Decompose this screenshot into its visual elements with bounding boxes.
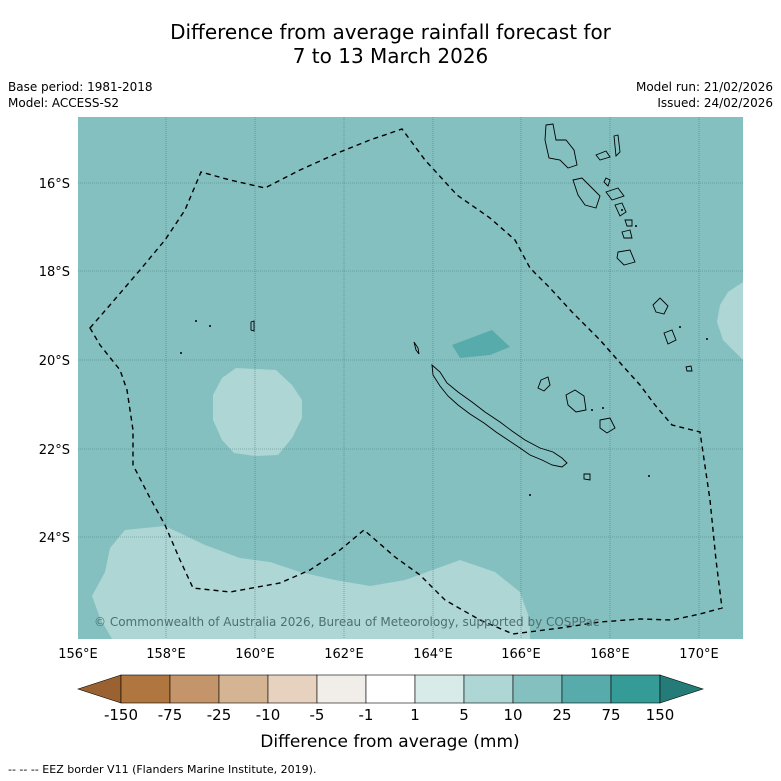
- colorbar-cells: [120, 674, 661, 704]
- colorbar-tick-label: -10: [256, 706, 281, 724]
- west-islet-1: [250, 320, 255, 332]
- colorbar-tick-label: -5: [310, 706, 325, 724]
- colorbar-tick-label: 25: [552, 706, 571, 724]
- lon-label: 164°E: [413, 647, 453, 662]
- ambae-island: [595, 150, 611, 161]
- tiny-islets: [180, 209, 708, 496]
- colorbar: -150 -75 -25 -10 -5 -1 1 5 10 25 75 150 …: [77, 674, 704, 752]
- colorbar-cell: [316, 674, 367, 704]
- base-period: Base period: 1981-2018: [8, 80, 153, 94]
- colorbar-tick-label: -75: [158, 706, 183, 724]
- colorbar-cell: [267, 674, 318, 704]
- aneityum-island: [624, 219, 633, 227]
- colorbar-cell: [414, 674, 465, 704]
- colorbar-tick-labels: -150 -75 -25 -10 -5 -1 1 5 10 25 75 150: [104, 706, 674, 724]
- colorbar-tick-label: 75: [601, 706, 620, 724]
- tanna-island: [616, 249, 636, 266]
- dark-region: [452, 330, 510, 358]
- gridlines: [78, 117, 743, 639]
- meta-left: Base period: 1981-2018 Model: ACCESS-S2: [8, 79, 153, 111]
- meta-right: Model run: 21/02/2026 Issued: 24/02/2026: [636, 79, 773, 111]
- colorbar-cell: [218, 674, 269, 704]
- lat-label: 24°S: [39, 531, 70, 546]
- east-island-1: [652, 297, 669, 315]
- east-island-2: [663, 329, 677, 345]
- issued-date: Issued: 24/02/2026: [657, 96, 773, 110]
- lon-label: 170°E: [679, 647, 719, 662]
- new-caledonia-coast: [431, 363, 568, 468]
- lon-axis-labels: 156°E 158°E 160°E 162°E 164°E 166°E 168°…: [58, 647, 719, 662]
- lifou-island: [565, 389, 587, 413]
- eez-footnote: -- -- -- EEZ border V11 (Flanders Marine…: [8, 763, 317, 776]
- pentecost-island: [603, 177, 611, 187]
- colorbar-tick-label: -25: [207, 706, 232, 724]
- colorbar-cell: [512, 674, 563, 704]
- coastlines: [250, 123, 693, 481]
- lon-label: 168°E: [590, 647, 630, 662]
- model-run: Model run: 21/02/2026: [635, 80, 773, 94]
- lat-axis-labels: 16°S 18°S 20°S 22°S 24°S: [39, 177, 70, 546]
- model-name: Model: ACCESS-S2: [8, 96, 120, 110]
- lat-label: 20°S: [39, 354, 70, 369]
- maewo-island: [613, 134, 621, 157]
- map-title-line1: Difference from average rainfall forecas…: [170, 20, 611, 44]
- colorbar-tick-label: 5: [459, 706, 469, 724]
- light-region-south: [92, 526, 530, 639]
- epi-island: [605, 187, 625, 201]
- east-island-3: [685, 365, 693, 372]
- lon-label: 156°E: [58, 647, 98, 662]
- colorbar-title: Difference from average (mm): [260, 732, 519, 752]
- lon-label: 158°E: [146, 647, 186, 662]
- colorbar-tick-label: 10: [503, 706, 522, 724]
- efate-island: [614, 202, 627, 217]
- colorbar-tick-label: 1: [410, 706, 420, 724]
- colorbar-cell: [463, 674, 514, 704]
- colorbar-cell: [120, 674, 171, 704]
- lon-label: 166°E: [501, 647, 541, 662]
- colorbar-cell: [610, 674, 661, 704]
- eez-border: [89, 128, 723, 635]
- espiritu-santo: [544, 123, 578, 169]
- mare-island: [599, 417, 616, 434]
- lat-label: 22°S: [39, 443, 70, 458]
- isle-of-pines: [583, 473, 591, 481]
- malekula-island: [572, 177, 601, 209]
- colorbar-left-arrow: [77, 674, 122, 704]
- colorbar-tick-label: -1: [359, 706, 374, 724]
- lat-label: 16°S: [39, 177, 70, 192]
- colorbar-tick-label: 150: [646, 706, 675, 724]
- colorbar-cell: [169, 674, 220, 704]
- light-region-west: [213, 368, 302, 456]
- ouvea-island: [537, 376, 551, 392]
- colorbar-cell: [365, 674, 416, 704]
- colorbar-right-arrow: [659, 674, 704, 704]
- light-region-east: [717, 282, 743, 360]
- map-title-line2: 7 to 13 March 2026: [292, 44, 489, 68]
- colorbar-tick-label: -150: [104, 706, 138, 724]
- lon-label: 162°E: [324, 647, 364, 662]
- lat-label: 18°S: [39, 265, 70, 280]
- belep-islands: [413, 341, 420, 355]
- lon-label: 160°E: [235, 647, 275, 662]
- colorbar-cell: [561, 674, 612, 704]
- copyright-credit: © Commonwealth of Australia 2026, Bureau…: [94, 615, 599, 629]
- erromango-island: [621, 229, 633, 239]
- map-panel: © Commonwealth of Australia 2026, Bureau…: [78, 117, 743, 639]
